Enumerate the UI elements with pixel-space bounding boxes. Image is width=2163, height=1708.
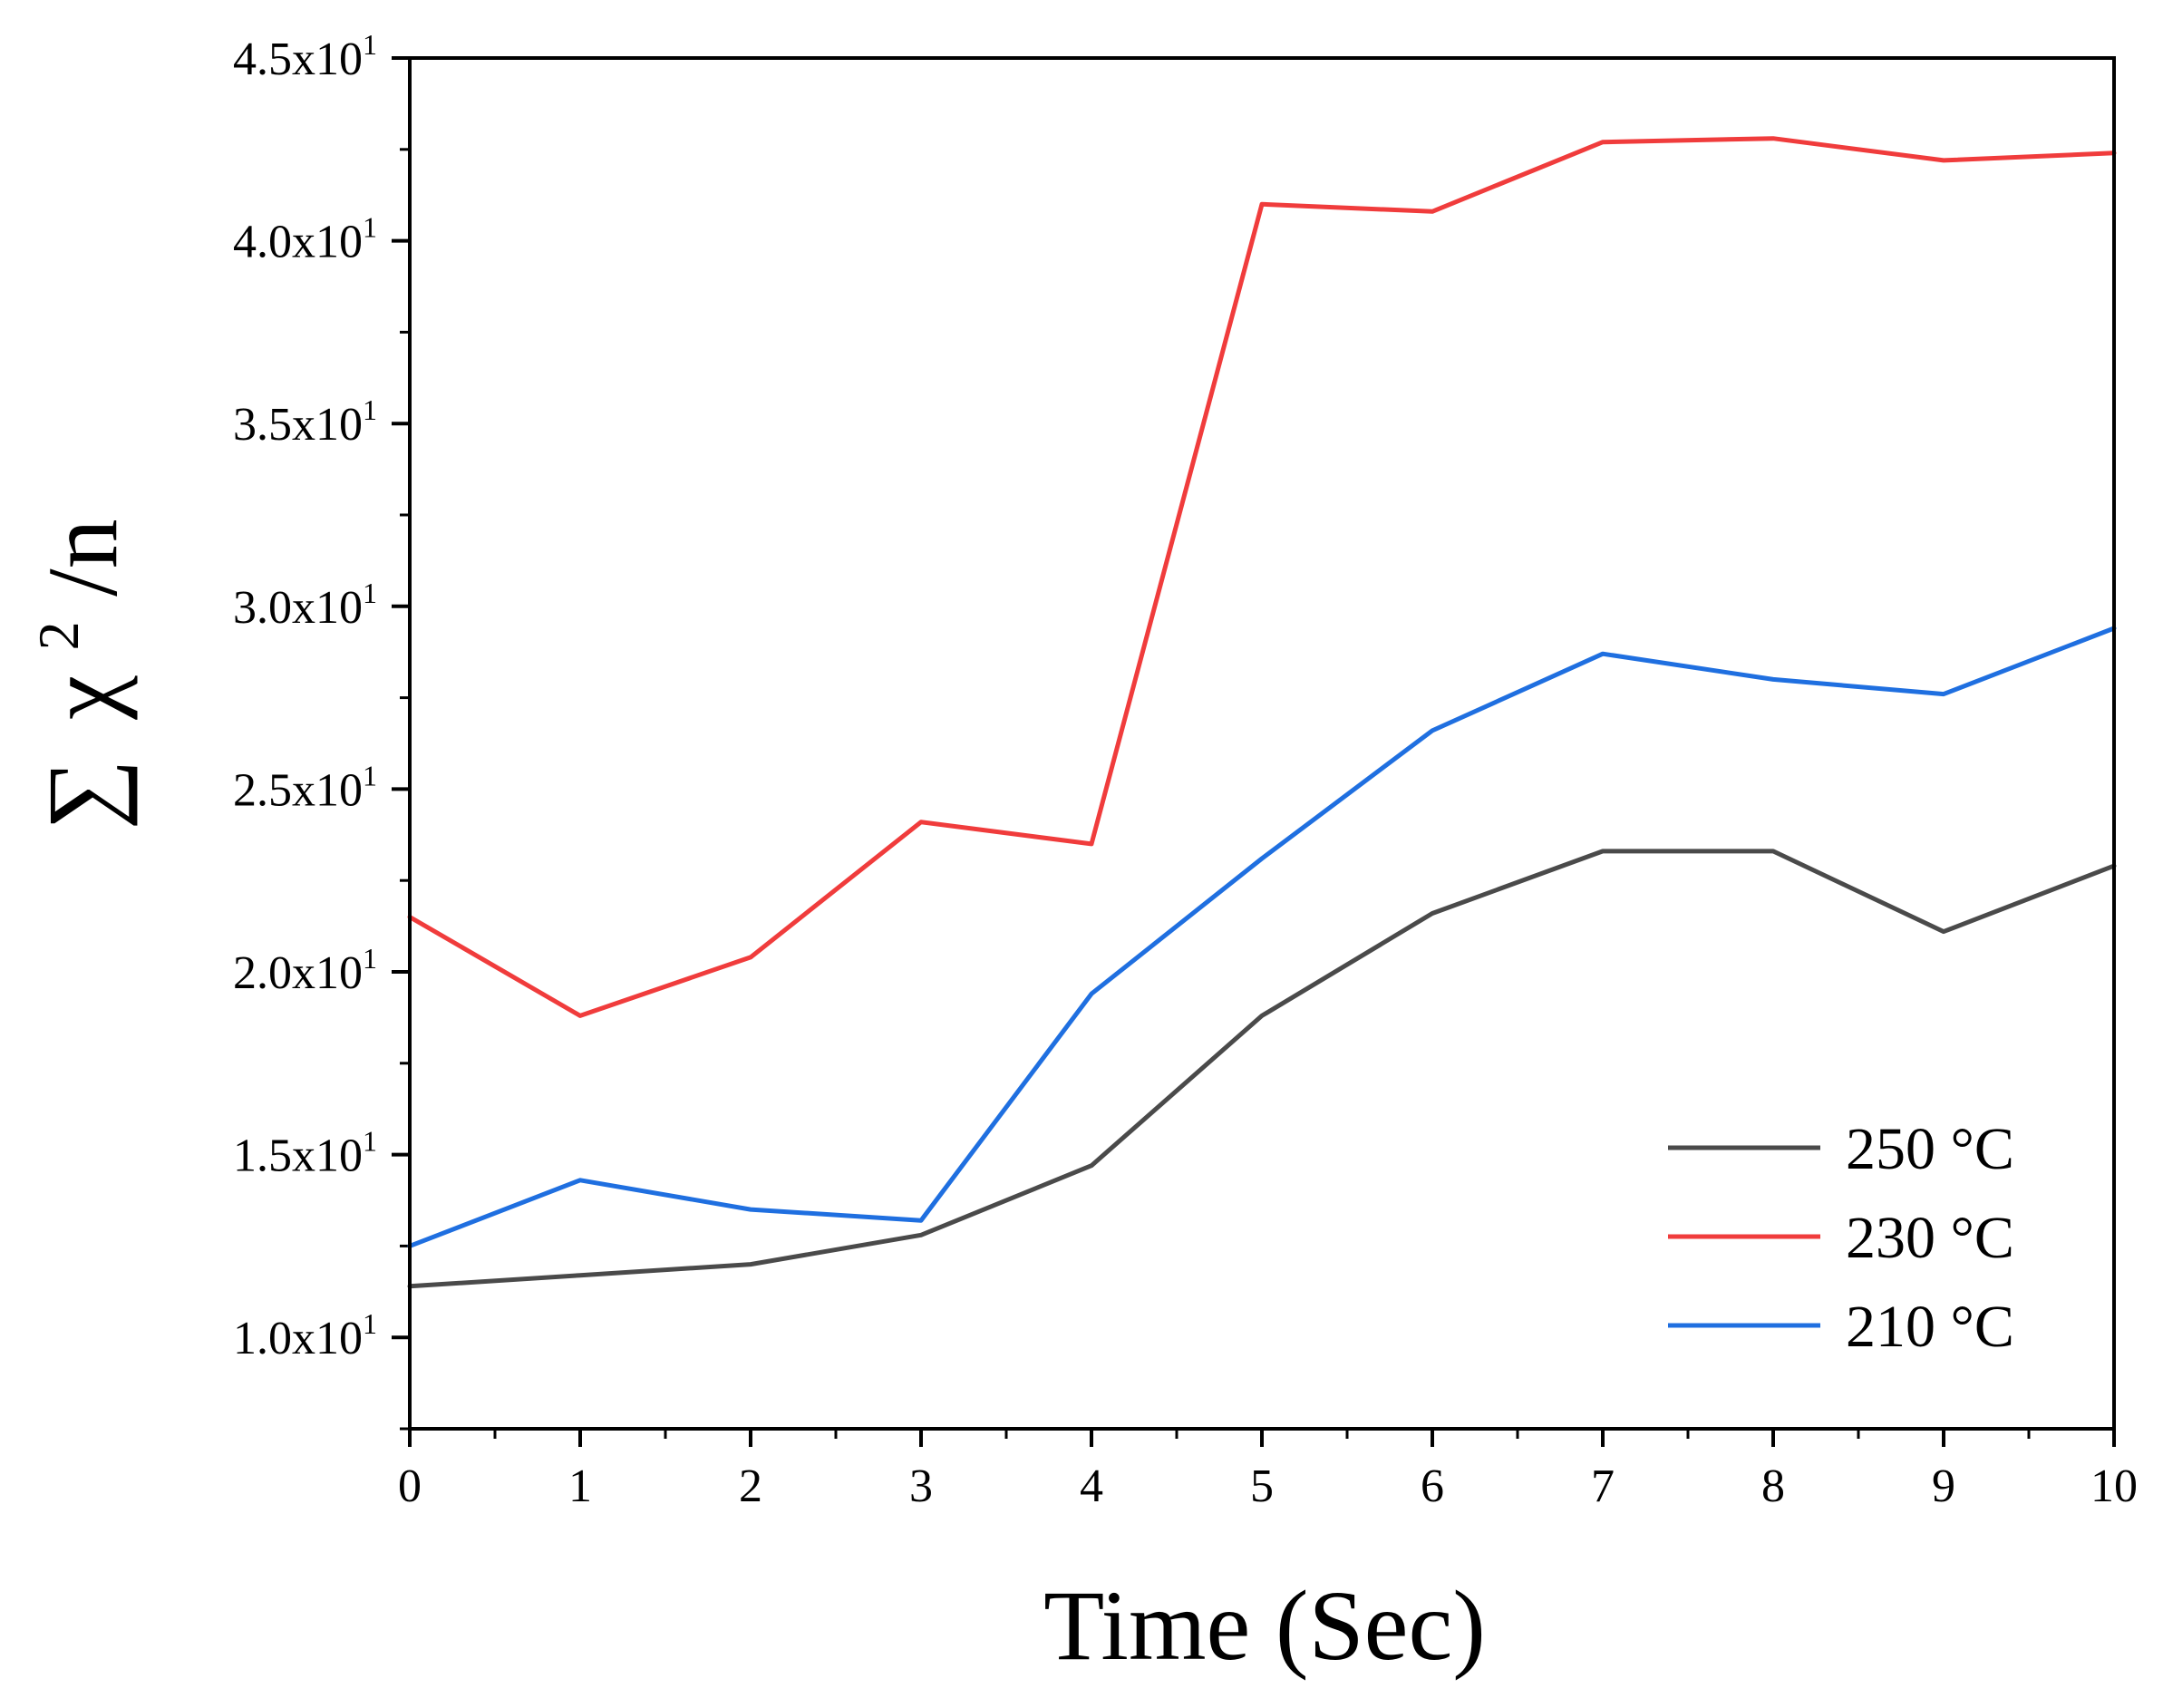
- x-tick-label: 4: [1080, 1461, 1103, 1512]
- x-tick-label: 3: [909, 1461, 933, 1512]
- y-tick-label: 4.0x101: [233, 211, 377, 268]
- x-tick-label: 0: [398, 1461, 422, 1512]
- x-tick-labels: 0 1 2 3 4 5 6 7 8 9 10: [398, 1461, 2138, 1512]
- y-tick-labels: 1.0x101 1.5x101 2.0x101 2.5x101 3.0x101 3.5x1…: [233, 28, 377, 1364]
- minor-ticks: [400, 148, 2031, 1439]
- y-tick-label: 1.5x101: [233, 1125, 377, 1182]
- x-tick-label: 7: [1591, 1461, 1615, 1512]
- series-lines: [407, 136, 2117, 1289]
- y-axis-title-sup: 2: [26, 621, 91, 650]
- y-axis-title: ∑ χ 2 /n: [0, 519, 138, 830]
- y-axis-title-rest: /n: [27, 519, 138, 597]
- y-tick-label: 3.0x101: [233, 577, 377, 634]
- series-line-250-cc: [407, 849, 2117, 1289]
- x-tick-label: 8: [1761, 1461, 1785, 1512]
- y-tick-label: 2.0x101: [233, 942, 377, 999]
- y-tick-label: 2.5x101: [233, 759, 377, 816]
- legend-label: 250 °C: [1846, 1116, 2014, 1182]
- legend-label: 210 °C: [1846, 1294, 2014, 1360]
- y-tick-label: 1.0x101: [233, 1307, 377, 1364]
- legend: 250 °C 230 °C 210 °C: [1668, 1116, 2014, 1360]
- x-tick-label: 1: [568, 1461, 592, 1512]
- x-tick-label: 10: [2090, 1461, 2138, 1512]
- x-tick-label: 5: [1250, 1461, 1274, 1512]
- y-tick-label: 4.5x101: [233, 28, 377, 85]
- y-axis-title-sum: ∑: [27, 759, 138, 830]
- svg-text:∑ χ 2 /n: ∑ χ 2 /n: [0, 519, 138, 830]
- series-line-210-cc: [407, 626, 2117, 1248]
- y-tick-label: 3.5x101: [233, 393, 377, 451]
- major-ticks: [392, 56, 2116, 1447]
- x-axis-title: Time (Sec): [1043, 1570, 1486, 1681]
- x-tick-label: 2: [739, 1461, 762, 1512]
- x-tick-label: 9: [1932, 1461, 1955, 1512]
- y-axis-title-chi: χ: [27, 675, 138, 721]
- series-line-230-cc: [407, 136, 2117, 1018]
- legend-label: 230 °C: [1846, 1205, 2014, 1271]
- plot-frame: [408, 56, 2116, 1431]
- x-tick-label: 6: [1421, 1461, 1444, 1512]
